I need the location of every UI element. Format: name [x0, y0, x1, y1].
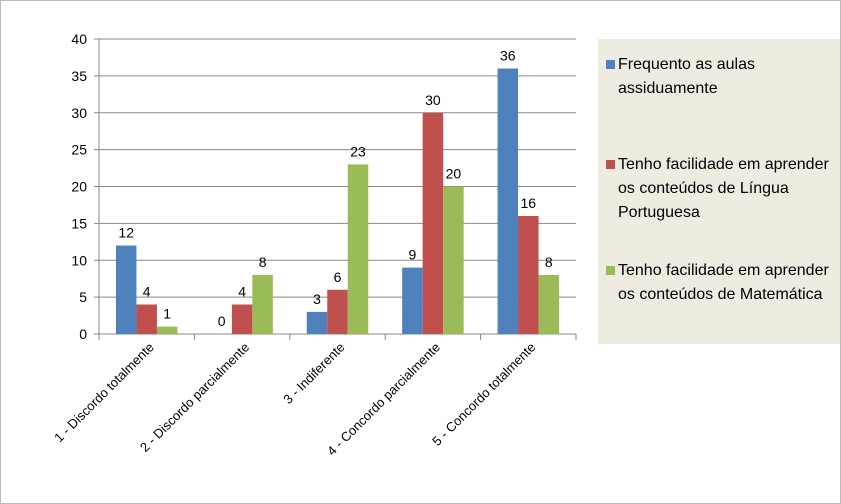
- value-label: 1: [163, 306, 171, 322]
- value-label: 0: [218, 313, 226, 329]
- legend-entry: Tenho facilidade em aprender os conteúdo…: [606, 259, 838, 307]
- value-label: 12: [118, 225, 134, 241]
- legend-label: Tenho facilidade em aprender os conteúdo…: [618, 262, 829, 303]
- bar: [443, 186, 464, 334]
- value-label: 30: [425, 92, 441, 108]
- value-label: 20: [446, 166, 462, 182]
- legend-label: Tenho facilidade em aprender os conteúdo…: [618, 156, 829, 221]
- legend-swatch: [606, 160, 615, 169]
- y-tick-label: 5: [79, 289, 87, 305]
- y-tick-label: 0: [79, 326, 87, 342]
- y-tick-label: 30: [71, 105, 87, 121]
- value-label: 8: [259, 254, 267, 270]
- value-label: 4: [238, 284, 246, 300]
- value-label: 9: [409, 247, 417, 263]
- y-tick-label: 20: [71, 179, 87, 195]
- bar: [402, 267, 423, 334]
- y-tick-label: 10: [71, 252, 87, 268]
- legend-entry: Tenho facilidade em aprender os conteúdo…: [606, 153, 838, 225]
- x-tick-label: 1 - Discordo totalmente: [51, 340, 157, 446]
- legend-label: Frequento as aulas assiduamente: [618, 56, 755, 97]
- value-label: 3: [313, 291, 321, 307]
- y-tick-label: 25: [71, 142, 87, 158]
- bar: [115, 245, 137, 334]
- legend-swatch: [606, 266, 615, 275]
- bar: [538, 275, 560, 334]
- bar: [497, 68, 519, 334]
- x-tick-label: 2 - Discordo parcialmente: [137, 340, 252, 455]
- value-label: 36: [500, 48, 516, 64]
- bar: [252, 275, 273, 334]
- value-label: 8: [545, 254, 553, 270]
- x-tick-label: 3 - Indiferente: [280, 340, 347, 407]
- x-tick-label: 4 - Concordo parcialmente: [324, 340, 443, 459]
- bar: [136, 304, 157, 334]
- legend-entry: Frequento as aulas assiduamente: [606, 53, 838, 101]
- bar: [518, 216, 539, 334]
- bar: [347, 164, 369, 334]
- value-label: 23: [350, 143, 366, 159]
- bar: [156, 326, 178, 334]
- bar: [231, 304, 253, 334]
- y-tick-label: 35: [71, 68, 87, 84]
- bar: [327, 289, 348, 334]
- y-tick-label: 40: [71, 31, 87, 47]
- x-tick-label: 5 - Concordo totalmente: [429, 340, 538, 449]
- value-label: 16: [521, 195, 537, 211]
- legend-swatch: [606, 60, 615, 69]
- value-label: 4: [143, 284, 151, 300]
- bar: [422, 112, 444, 334]
- legend: Frequento as aulas assiduamente Tenho fac…: [598, 39, 840, 344]
- y-tick-label: 15: [71, 215, 87, 231]
- value-label: 6: [334, 269, 342, 285]
- bar: [306, 311, 328, 334]
